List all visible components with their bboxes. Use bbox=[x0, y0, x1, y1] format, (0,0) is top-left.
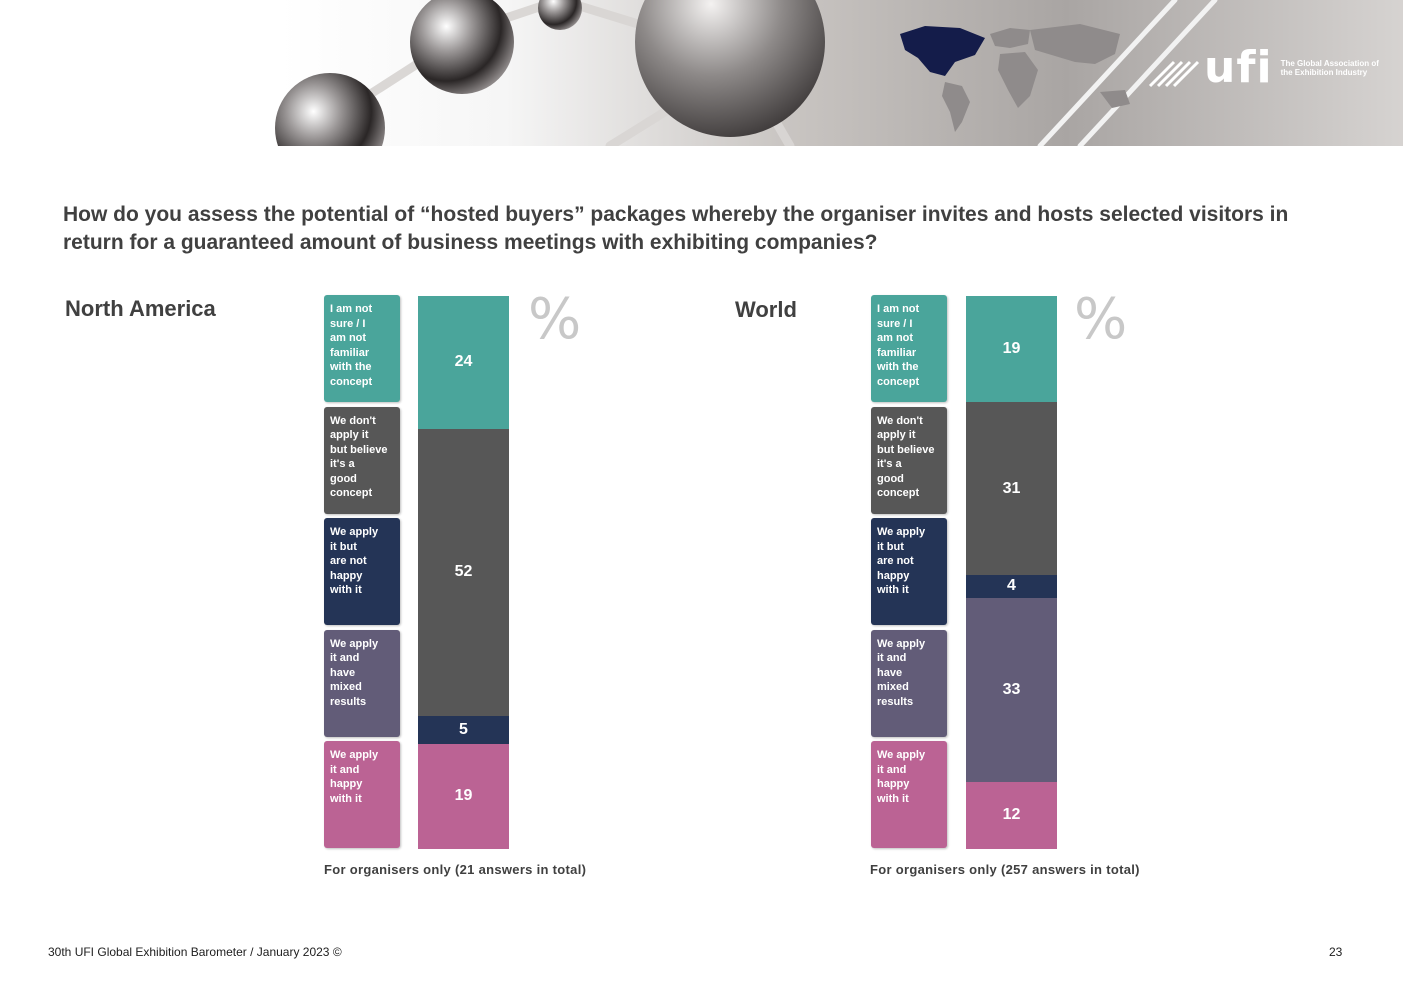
bar-segment-apply-not-happy: 4 bbox=[966, 575, 1057, 598]
legend-line: mixed bbox=[877, 681, 909, 693]
bar-segment-not-sure: 24 bbox=[418, 296, 509, 429]
legend-line: but believe bbox=[330, 443, 388, 456]
legend-line: with the bbox=[877, 361, 919, 373]
region-title-north-america: North America bbox=[65, 296, 216, 321]
legend-line: with it bbox=[330, 584, 362, 596]
data-label: 19 bbox=[1002, 340, 1021, 358]
data-label: 24 bbox=[454, 353, 473, 371]
legend-line: mixed bbox=[330, 681, 362, 693]
legend-line: familiar bbox=[877, 346, 917, 359]
legend-line: concept bbox=[877, 375, 920, 388]
legend-line: good bbox=[877, 472, 904, 485]
bar-segment-not-sure: 19 bbox=[966, 296, 1057, 403]
legend-line: We apply bbox=[330, 637, 379, 650]
legend-line: it and bbox=[330, 652, 360, 664]
legend-line: concept bbox=[330, 375, 373, 388]
legend-line: it but bbox=[877, 540, 904, 553]
bar-segment-apply-not-happy: 5 bbox=[418, 716, 509, 744]
legend-line: I am not bbox=[877, 303, 920, 315]
legend-line: it's a bbox=[330, 458, 355, 470]
legend-line: it but bbox=[330, 540, 357, 553]
legend-line: concept bbox=[877, 487, 920, 499]
legend-line: am not bbox=[877, 332, 914, 344]
page-number: 23 bbox=[1329, 945, 1343, 959]
legend-line: am not bbox=[330, 332, 367, 344]
legend-box-apply-mixed: We apply it and have mixed results bbox=[871, 629, 947, 737]
legend-line: happy bbox=[330, 569, 363, 582]
legend-box-apply-not-happy: We apply it but are not happy with it bbox=[871, 518, 947, 625]
region-title-world: World bbox=[735, 297, 797, 322]
data-label: 5 bbox=[459, 721, 468, 739]
legend-line: happy bbox=[877, 569, 910, 582]
footer-source: 30th UFI Global Exhibition Barometer / J… bbox=[48, 945, 342, 959]
legend-line: it and bbox=[877, 652, 907, 664]
legend-line: We apply bbox=[877, 749, 926, 761]
legend-line: it's a bbox=[877, 458, 902, 470]
legend-line: sure / I bbox=[330, 317, 366, 330]
legend-line: are not bbox=[877, 555, 914, 567]
legend-line: good bbox=[330, 472, 357, 485]
legend-line: We apply bbox=[330, 526, 379, 538]
legend-line: with the bbox=[330, 361, 372, 373]
legend-line: are not bbox=[330, 555, 367, 567]
percent-unit-world: % bbox=[1074, 287, 1128, 352]
legend-line: results bbox=[877, 695, 914, 708]
legend-line: We don't bbox=[877, 414, 923, 427]
bar-segment-dont-apply-good: 31 bbox=[966, 402, 1057, 576]
legend-line: but believe bbox=[877, 443, 935, 456]
legend-line: We don't bbox=[330, 414, 376, 427]
legend-line: concept bbox=[330, 487, 373, 499]
data-label: 33 bbox=[1002, 680, 1021, 698]
bar-segment-apply-happy: 19 bbox=[418, 743, 509, 849]
legend-line: We apply bbox=[877, 637, 926, 650]
data-label: 52 bbox=[454, 563, 473, 581]
legend-line: have bbox=[330, 666, 356, 679]
logo-mark: ufi bbox=[1204, 42, 1273, 93]
bar-segment-apply-mixed: 33 bbox=[966, 597, 1057, 782]
question-title: How do you assess the potential of “host… bbox=[63, 203, 1289, 254]
legend-line: happy bbox=[877, 778, 910, 790]
legend-line: with it bbox=[330, 792, 362, 805]
percent-unit-north-america: % bbox=[528, 287, 582, 352]
data-label: 4 bbox=[1007, 577, 1016, 595]
ufi-logo: ufi The Global Association of the Exhibi… bbox=[1148, 46, 1381, 90]
legend-box-apply-not-happy: We apply it but are not happy with it bbox=[324, 518, 400, 625]
legend-box-dont-apply-good: We don't apply it but believe it's a good con… bbox=[324, 406, 400, 514]
legend-line: with it bbox=[877, 584, 909, 596]
banner-graphic bbox=[275, 0, 1403, 146]
legend-line: We apply bbox=[877, 526, 926, 538]
legend-line: I am not bbox=[330, 303, 373, 315]
legend-line: familiar bbox=[330, 346, 370, 359]
footnote-north-america: For organisers only (21 answers in total… bbox=[324, 862, 587, 877]
bar-segment-dont-apply-good: 52 bbox=[418, 428, 509, 717]
data-label: 19 bbox=[454, 787, 473, 805]
legend-line: apply it bbox=[877, 429, 916, 441]
footnote-world: For organisers only (257 answers in tota… bbox=[870, 862, 1140, 877]
legend-box-not-sure: I am not sure / I am not familiar with the co… bbox=[324, 295, 400, 402]
data-label: 12 bbox=[1002, 806, 1021, 824]
legend-line: have bbox=[877, 666, 903, 679]
data-label: 31 bbox=[1002, 479, 1021, 497]
header-banner: ufi The Global Association of the Exhibi… bbox=[0, 0, 1403, 146]
legend-box-apply-mixed: We apply it and have mixed results bbox=[324, 629, 400, 737]
legend-box-dont-apply-good: We don't apply it but believe it's a good con… bbox=[871, 406, 947, 514]
legend-line: sure / I bbox=[877, 317, 913, 330]
legend-line: it and bbox=[877, 763, 907, 776]
legend-line: results bbox=[330, 695, 367, 708]
legend-box-not-sure: I am not sure / I am not familiar with the co… bbox=[871, 295, 947, 402]
bar-segment-apply-happy: 12 bbox=[966, 781, 1057, 849]
world-map bbox=[900, 24, 1130, 132]
legend-line: apply it bbox=[330, 429, 369, 441]
legend-line: with it bbox=[877, 792, 909, 805]
logo-tagline: The Global Association of the Exhibition… bbox=[1280, 59, 1379, 77]
legend-line: it and bbox=[330, 763, 360, 776]
legend-box-apply-happy: We apply it and happy with it bbox=[871, 741, 947, 848]
legend-line: We apply bbox=[330, 749, 379, 761]
legend-box-apply-happy: We apply it and happy with it bbox=[324, 741, 400, 848]
logo-swoosh-icon bbox=[1148, 60, 1200, 88]
legend-line: happy bbox=[330, 778, 363, 790]
